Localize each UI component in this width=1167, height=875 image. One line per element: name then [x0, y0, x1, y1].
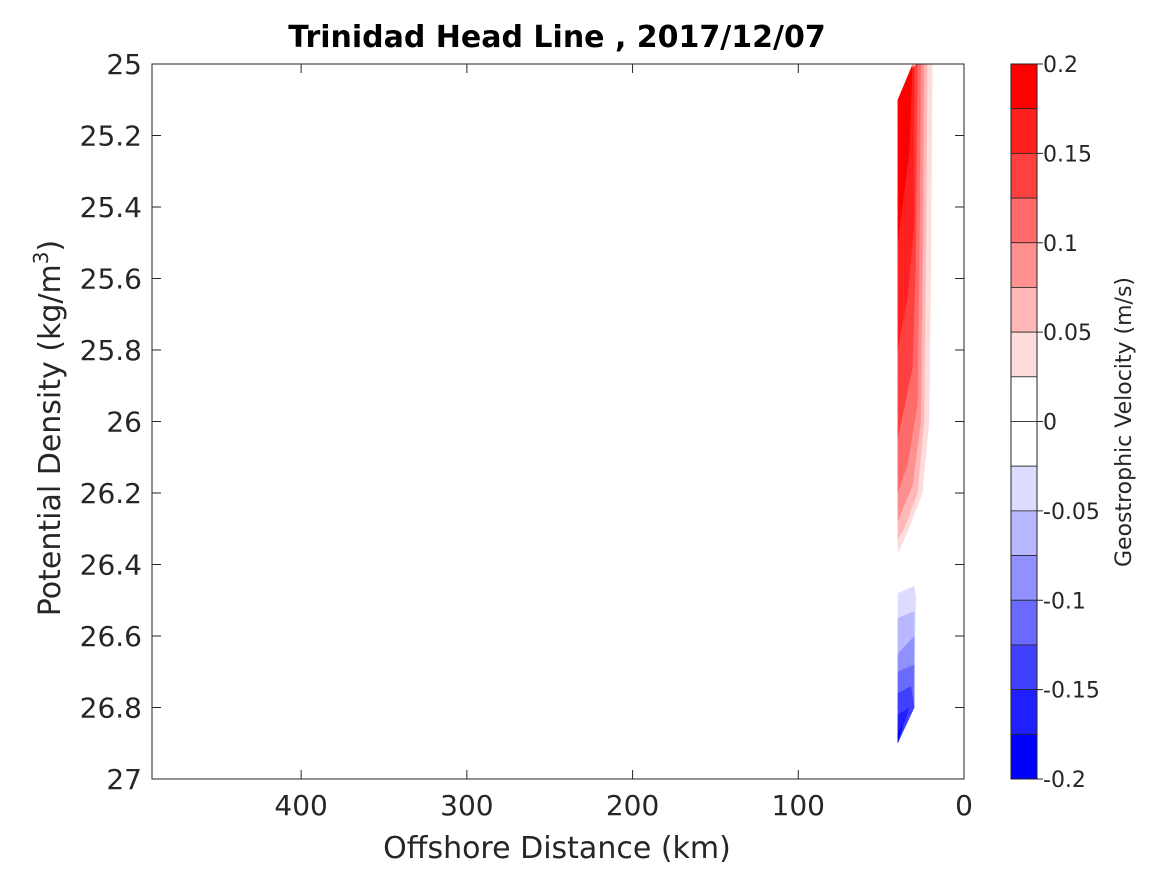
colorbar-band: [1010, 555, 1038, 601]
y-tick-label: 26.6: [80, 620, 142, 653]
y-tick-label: 26.4: [80, 549, 142, 582]
colorbar-band: [1010, 197, 1038, 244]
colorbar-band: [1010, 644, 1038, 691]
colorbar-tick-label: 0.1: [1043, 232, 1078, 257]
x-tick-label: 100: [772, 789, 825, 822]
colorbar-tick-label: -0.2: [1043, 768, 1086, 793]
colorbar-label: Geostrophic Velocity (m/s): [1112, 277, 1137, 567]
contour-region-negative-0.15: [897, 707, 910, 744]
colorbar-band: [1010, 242, 1038, 288]
plot-frame: [151, 63, 965, 780]
x-axis-ticks: 400 300 200 100 0: [274, 64, 973, 822]
colorbar-band: [1010, 152, 1038, 199]
colorbar-band: [1010, 733, 1038, 780]
x-tick-label: 0: [955, 789, 973, 822]
y-tick-label: 26.8: [80, 692, 142, 725]
colorbar-tick-label: 0: [1043, 411, 1057, 436]
colorbar-tick-label: -0.05: [1043, 500, 1100, 525]
plot-background: [152, 64, 964, 779]
colorbar-tick-label: 0.05: [1043, 321, 1092, 346]
y-axis-label-close: ): [33, 240, 68, 252]
colorbar-band: [1010, 376, 1038, 422]
colorbar-ticks: 0.2 0.15 0.1 0.05 0 -0.05 -0.1 -0.15 -0.2: [1037, 53, 1100, 793]
contour-region-negative-0.175: [897, 725, 903, 744]
x-axis-label: Offshore Distance (km): [383, 831, 731, 866]
x-tick-label: 200: [606, 789, 659, 822]
colorbar-tick-label: -0.1: [1043, 589, 1086, 614]
colorbar-band: [1010, 599, 1038, 646]
y-tick-label: 25.6: [80, 263, 142, 296]
x-tick-label: 400: [274, 789, 327, 822]
y-tick-label: 25.8: [80, 334, 142, 367]
y-tick-label: 26.2: [80, 477, 142, 510]
contour-layer: [897, 64, 933, 744]
y-tick-label: 27: [106, 763, 142, 796]
colorbar-band: [1010, 108, 1038, 154]
colorbar: 0.2 0.15 0.1 0.05 0 -0.05 -0.1 -0.15 -0.2: [1010, 53, 1100, 793]
colorbar-tick-label: 0.15: [1043, 142, 1092, 167]
colorbar-band: [1010, 331, 1038, 378]
colorbar-band: [1010, 689, 1038, 735]
colorbar-bands: [1010, 63, 1038, 780]
y-tick-label: 25: [106, 48, 142, 81]
y-axis-ticks: 25 25.2 25.4 25.6 25.8 26 26.2 26.4 26.6 26.8 27: [80, 48, 964, 796]
colorbar-tick-label: 0.2: [1043, 53, 1078, 78]
contour-region-positive-0.175: [897, 64, 913, 243]
y-tick-label: 26: [106, 406, 142, 439]
y-axis-label: Potential Density (kg/m3): [29, 240, 68, 616]
colorbar-band: [1010, 510, 1038, 556]
colorbar-band: [1010, 63, 1038, 110]
y-tick-label: 25.4: [80, 191, 142, 224]
colorbar-band: [1010, 287, 1038, 333]
chart-title: Trinidad Head Line , 2017/12/07: [288, 20, 825, 55]
colorbar-frame: [1010, 63, 1038, 780]
plot-area: 400 300 200 100 0 25 25.2 25.4 25.6 25.8 26 26.2 26…: [80, 48, 973, 822]
x-tick-label: 300: [440, 789, 493, 822]
colorbar-band: [1010, 421, 1038, 467]
colorbar-tick-label: -0.15: [1043, 679, 1100, 704]
colorbar-band: [1010, 465, 1038, 512]
y-axis-label-main: Potential Density (kg/m: [33, 264, 68, 616]
y-tick-label: 25.2: [80, 120, 142, 153]
y-axis-label-superscript: 3: [29, 251, 53, 264]
